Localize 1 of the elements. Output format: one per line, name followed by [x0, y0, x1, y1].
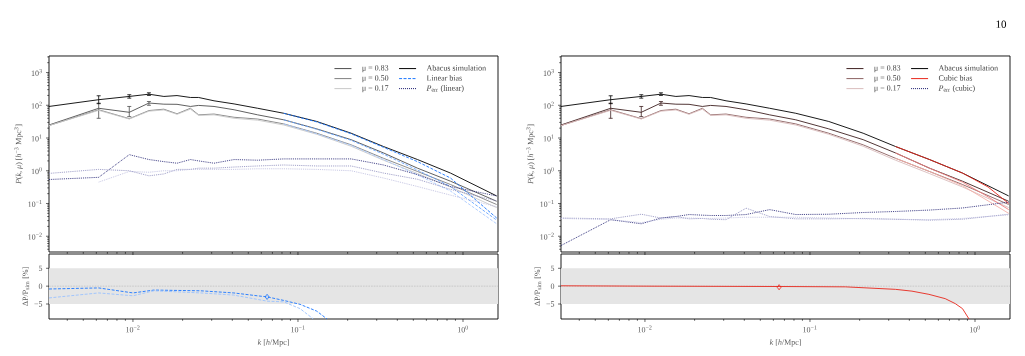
text: 10: [996, 20, 1007, 28]
